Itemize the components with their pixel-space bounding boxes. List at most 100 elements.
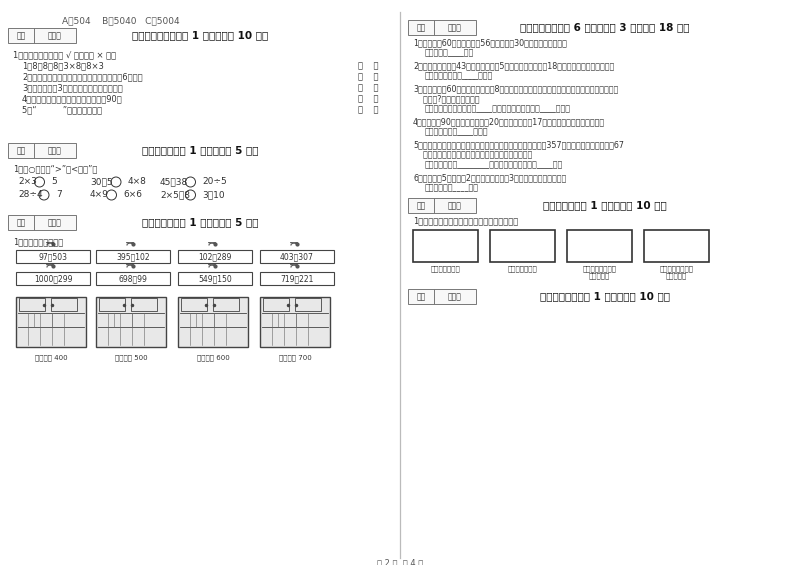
Bar xyxy=(408,289,476,304)
Text: 七、连一连（共 1 大题，共计 5 分）: 七、连一连（共 1 大题，共计 5 分） xyxy=(142,217,258,227)
Text: 分成一个三角形和
一个四边形: 分成一个三角形和 一个四边形 xyxy=(582,265,617,279)
Text: 2．学校里原来种了43棵树，今年死了5棵，植树节时又种了18棵，现在学校里有几棵树？: 2．学校里原来种了43棵树，今年死了5棵，植树节时又种了18棵，现在学校里有几棵… xyxy=(413,61,614,70)
Bar xyxy=(8,28,76,43)
Text: 1．估一估，连一连。: 1．估一估，连一连。 xyxy=(13,237,63,246)
Text: 1．食堂买来60棵白菜，吃了56棵，又买来30棵，现在有多少棵？: 1．食堂买来60棵白菜，吃了56棵，又买来30棵，现在有多少棵？ xyxy=(413,38,567,47)
Text: 得分: 得分 xyxy=(16,146,26,155)
Text: 同数大约 500: 同数大约 500 xyxy=(114,354,147,360)
Text: （    ）: （ ） xyxy=(358,72,378,81)
Bar xyxy=(263,298,289,311)
Bar xyxy=(490,230,555,262)
Bar xyxy=(213,298,239,311)
Text: 答：现在有____棵。: 答：现在有____棵。 xyxy=(425,48,474,57)
Text: 5．东方小学一、二年级同学给山区小朋友捐图书，一年级捐了357本，二年级比一年级多捐67: 5．东方小学一、二年级同学给山区小朋友捐图书，一年级捐了357本，二年级比一年级… xyxy=(413,140,624,149)
Text: 分成两个四边形: 分成两个四边形 xyxy=(508,265,538,272)
Text: 698－99: 698－99 xyxy=(118,274,147,283)
Bar xyxy=(181,298,207,311)
Text: 同数接近 400: 同数接近 400 xyxy=(34,354,67,360)
Text: 4．最小的两位数和最大的两位数相差90。: 4．最小的两位数和最大的两位数相差90。 xyxy=(22,94,122,103)
Bar xyxy=(408,198,476,213)
Text: 7: 7 xyxy=(56,190,62,199)
Text: 得分: 得分 xyxy=(416,201,426,210)
Bar xyxy=(567,230,632,262)
Text: 5: 5 xyxy=(51,177,58,186)
Text: 1．把下面的长方形用一条线段按要求分一分。: 1．把下面的长方形用一条线段按要求分一分。 xyxy=(413,216,518,225)
Text: 45－38: 45－38 xyxy=(160,177,188,186)
Text: 答：二年级捐了________本，两个年级一共捐了____本。: 答：二年级捐了________本，两个年级一共捐了____本。 xyxy=(425,160,563,169)
Bar xyxy=(19,298,45,311)
Bar xyxy=(260,272,334,285)
Text: 549－150: 549－150 xyxy=(198,274,232,283)
Text: 得分: 得分 xyxy=(416,292,426,301)
Bar xyxy=(131,298,157,311)
Text: 五、判断对与错（共 1 大题，共计 10 分）: 五、判断对与错（共 1 大题，共计 10 分） xyxy=(132,30,268,40)
Text: 395＋102: 395＋102 xyxy=(116,252,150,261)
Text: 3＋10: 3＋10 xyxy=(202,190,225,199)
Bar xyxy=(178,297,248,347)
Text: 3．一根铁丝长60厘米，工人师傅用8厘米长的铁丝做一个铁钩，这根铁丝一共可以做几个这样: 3．一根铁丝长60厘米，工人师傅用8厘米长的铁丝做一个铁钩，这根铁丝一共可以做几… xyxy=(413,84,618,93)
Text: 719－221: 719－221 xyxy=(280,274,314,283)
Text: 5．“          ”这是一条线段。: 5．“ ”这是一条线段。 xyxy=(22,105,102,114)
Bar xyxy=(260,297,330,347)
Text: 答：一共卖了____元。: 答：一共卖了____元。 xyxy=(425,183,479,192)
Bar xyxy=(644,230,709,262)
Bar xyxy=(8,143,76,158)
Text: 1．判断题：（对的打 √ ，错的打 × ）。: 1．判断题：（对的打 √ ，错的打 × ）。 xyxy=(13,50,116,59)
Text: 得分: 得分 xyxy=(416,23,426,32)
Text: 八、解决问题（共 6 小题，每题 3 分，共计 18 分）: 八、解决问题（共 6 小题，每题 3 分，共计 18 分） xyxy=(520,22,690,32)
Bar xyxy=(178,250,252,263)
Bar xyxy=(99,298,125,311)
Text: 4×9: 4×9 xyxy=(90,190,109,199)
Bar xyxy=(178,272,252,285)
Text: 6．商店卖出5包白糖和2包红糖，平均每包3元钱，一共卖了多少钱？: 6．商店卖出5包白糖和2包红糖，平均每包3元钱，一共卖了多少钱？ xyxy=(413,173,566,182)
Text: 1000－299: 1000－299 xyxy=(34,274,72,283)
Text: 20÷5: 20÷5 xyxy=(202,177,227,186)
Text: 十、综合题（共 1 大题，共计 10 分）: 十、综合题（共 1 大题，共计 10 分） xyxy=(543,200,667,210)
Text: （    ）: （ ） xyxy=(358,94,378,103)
Text: 分成两个三角形: 分成两个三角形 xyxy=(430,265,460,272)
Text: 六、比一比（共 1 大题，共计 5 分）: 六、比一比（共 1 大题，共计 5 分） xyxy=(142,145,258,155)
Bar xyxy=(96,250,170,263)
Text: 分成一个三角形和
一个五边形: 分成一个三角形和 一个五边形 xyxy=(659,265,694,279)
Text: 4×8: 4×8 xyxy=(128,177,147,186)
Text: 评卷人: 评卷人 xyxy=(448,292,462,301)
Text: 28÷4: 28÷4 xyxy=(18,190,42,199)
Bar xyxy=(295,298,321,311)
Bar xyxy=(96,297,166,347)
Text: 评卷人: 评卷人 xyxy=(48,31,62,40)
Bar xyxy=(8,215,76,230)
Bar xyxy=(413,230,478,262)
Bar xyxy=(16,297,86,347)
Bar xyxy=(408,20,476,35)
Text: 403＋307: 403＋307 xyxy=(280,252,314,261)
Text: 2×3: 2×3 xyxy=(18,177,37,186)
Text: 2．有三个同学，每两人握一次手，一共要握6次手。: 2．有三个同学，每两人握一次手，一共要握6次手。 xyxy=(22,72,142,81)
Bar xyxy=(16,272,90,285)
Text: 得分: 得分 xyxy=(16,218,26,227)
Text: 3．钟表上显示3时，时针和分针成一直角。: 3．钟表上显示3时，时针和分针成一直角。 xyxy=(22,83,122,92)
Text: 2×5＋8: 2×5＋8 xyxy=(160,190,190,199)
Text: 十一、附加题（共 1 大题，共计 10 分）: 十一、附加题（共 1 大题，共计 10 分） xyxy=(540,291,670,301)
Text: 6×6: 6×6 xyxy=(123,190,142,199)
Text: 评卷人: 评卷人 xyxy=(448,201,462,210)
Bar xyxy=(16,250,90,263)
Text: 评卷人: 评卷人 xyxy=(448,23,462,32)
Text: 同数大约 700: 同数大约 700 xyxy=(278,354,311,360)
Text: 评卷人: 评卷人 xyxy=(48,218,62,227)
Bar xyxy=(260,250,334,263)
Text: 同数接近 600: 同数接近 600 xyxy=(197,354,230,360)
Text: 第 2 页  共 4 页: 第 2 页 共 4 页 xyxy=(377,558,423,565)
Text: 1．8＋8＋8＝3×8＝8×3: 1．8＋8＋8＝3×8＝8×3 xyxy=(22,61,104,70)
Text: 得分: 得分 xyxy=(16,31,26,40)
Text: （    ）: （ ） xyxy=(358,83,378,92)
Bar xyxy=(51,298,77,311)
Text: 评卷人: 评卷人 xyxy=(48,146,62,155)
Text: （    ）: （ ） xyxy=(358,105,378,114)
Text: 30＋5: 30＋5 xyxy=(90,177,113,186)
Text: 答：图书馆还有____本书。: 答：图书馆还有____本书。 xyxy=(425,127,489,136)
Text: 102＋289: 102＋289 xyxy=(198,252,232,261)
Text: A．504    B．5040   C．5004: A．504 B．5040 C．5004 xyxy=(62,16,180,25)
Text: 97＋503: 97＋503 xyxy=(38,252,67,261)
Text: 本，二年级捐了多少本？两个年级一共捐了多少本？: 本，二年级捐了多少本？两个年级一共捐了多少本？ xyxy=(413,150,532,159)
Bar xyxy=(96,272,170,285)
